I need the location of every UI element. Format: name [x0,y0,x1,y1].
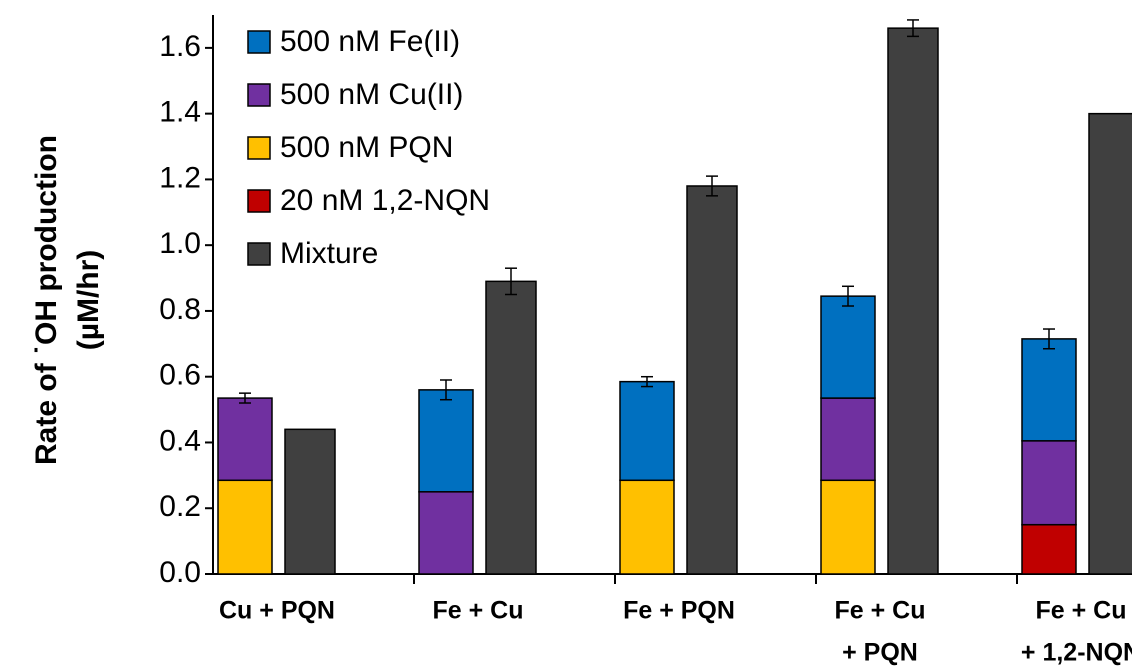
legend-swatch [247,83,271,107]
x-tick-label: Fe + Cu [835,597,926,625]
error-bar [1043,328,1055,350]
bar-segment [418,491,474,575]
legend-swatch [247,242,271,266]
y-tick-label: 1.0 [159,227,201,260]
bar-segment [820,397,876,482]
y-tick-label: 1.2 [159,161,201,194]
x-tick-label: + 1,2-NQN [1021,639,1132,667]
bar [887,27,939,575]
bar-segment [619,479,675,575]
error-bar [706,175,718,197]
y-tick-label: 0.0 [159,556,201,589]
error-bar [440,379,452,401]
y-tick-label: 1.6 [159,30,201,63]
legend-label: 500 nM Cu(II) [280,78,463,111]
error-bar [641,375,653,388]
bar-segment [820,479,876,575]
y-tick-label: 0.4 [159,424,201,457]
error-bar [842,285,854,307]
bar-segment [619,380,675,482]
y-axis-title: (µM/hr) [72,250,105,351]
x-tick-label: + PQN [842,639,918,667]
y-tick-label: 0.2 [159,490,201,523]
legend-swatch [247,189,271,213]
bar [284,428,336,575]
x-tick-label: Fe + Cu [433,597,524,625]
bar [686,185,738,575]
error-bar [239,392,251,404]
bar-segment [418,389,474,493]
y-axis-title: Rate of ˙OH production [30,135,63,465]
bar-segment [1021,338,1077,442]
legend-label: 20 nM 1,2-NQN [280,184,490,217]
legend-swatch [247,30,271,54]
y-tick-label: 0.6 [159,359,201,392]
legend-label: 500 nM PQN [280,131,453,164]
bar-segment [820,295,876,399]
legend-swatch [247,136,271,160]
x-tick-label: Fe + PQN [623,597,735,625]
legend-label: Mixture [280,237,378,270]
legend-label: 500 nM Fe(II) [280,25,460,58]
y-tick-label: 0.8 [159,293,201,326]
error-bar [505,267,517,296]
bar-segment [1021,523,1077,575]
bar-segment [1021,440,1077,526]
bar-segment [217,397,273,482]
bar [1088,112,1132,575]
y-tick-label: 1.4 [159,96,201,129]
bar [485,280,537,575]
error-bar [907,19,919,38]
x-tick-label: Cu + PQN [219,597,335,625]
bar-segment [217,479,273,575]
x-tick-label: Fe + Cu [1036,597,1127,625]
